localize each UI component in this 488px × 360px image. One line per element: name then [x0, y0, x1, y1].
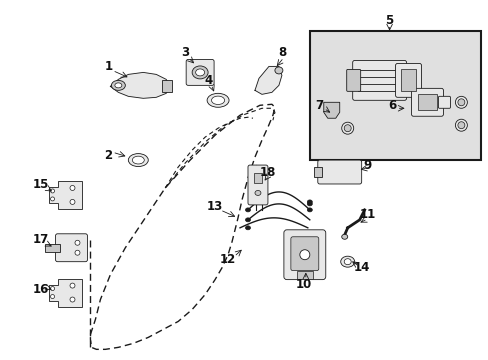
Ellipse shape: [454, 119, 467, 131]
Text: 1: 1: [104, 60, 112, 73]
FancyBboxPatch shape: [352, 60, 406, 100]
Ellipse shape: [192, 66, 208, 79]
FancyBboxPatch shape: [438, 96, 449, 108]
FancyBboxPatch shape: [346, 69, 360, 91]
Ellipse shape: [344, 259, 350, 265]
Text: 15: 15: [32, 179, 49, 192]
Ellipse shape: [50, 197, 55, 201]
FancyBboxPatch shape: [284, 230, 325, 280]
Text: 3: 3: [181, 46, 189, 59]
Bar: [296, 271, 312, 279]
FancyBboxPatch shape: [317, 160, 361, 184]
Text: 12: 12: [220, 253, 236, 266]
Text: 14: 14: [353, 261, 369, 274]
Text: 18: 18: [259, 166, 276, 179]
Ellipse shape: [245, 226, 250, 230]
FancyBboxPatch shape: [247, 165, 267, 205]
Polygon shape: [48, 181, 82, 209]
Polygon shape: [110, 72, 170, 98]
Ellipse shape: [457, 99, 464, 106]
Ellipse shape: [75, 250, 80, 255]
Ellipse shape: [306, 202, 312, 206]
Text: 17: 17: [32, 233, 49, 246]
Ellipse shape: [211, 96, 224, 104]
Ellipse shape: [70, 297, 75, 302]
Text: 13: 13: [206, 201, 223, 213]
Text: 2: 2: [104, 149, 112, 162]
Ellipse shape: [306, 208, 312, 212]
Polygon shape: [323, 102, 339, 118]
Ellipse shape: [274, 67, 283, 74]
Ellipse shape: [245, 218, 250, 222]
Ellipse shape: [70, 185, 75, 190]
Ellipse shape: [128, 154, 148, 167]
Ellipse shape: [299, 250, 309, 260]
Ellipse shape: [341, 234, 347, 239]
Text: 5: 5: [385, 14, 393, 27]
Bar: [400, 69, 415, 91]
Polygon shape: [48, 279, 82, 306]
Ellipse shape: [340, 256, 354, 267]
FancyBboxPatch shape: [186, 59, 214, 85]
FancyBboxPatch shape: [395, 63, 421, 97]
Ellipse shape: [457, 122, 464, 129]
Ellipse shape: [344, 125, 350, 132]
Ellipse shape: [254, 190, 261, 195]
FancyBboxPatch shape: [290, 237, 318, 271]
FancyBboxPatch shape: [56, 234, 87, 262]
Bar: [44, 244, 60, 252]
Ellipse shape: [70, 199, 75, 204]
Bar: [162, 80, 172, 92]
Ellipse shape: [195, 69, 204, 76]
Bar: [417, 94, 437, 110]
Polygon shape: [254, 67, 281, 94]
Ellipse shape: [207, 93, 228, 107]
Ellipse shape: [306, 200, 312, 204]
Text: 7: 7: [315, 99, 323, 112]
Ellipse shape: [341, 122, 353, 134]
Text: 9: 9: [363, 158, 371, 172]
Ellipse shape: [50, 287, 55, 291]
Ellipse shape: [115, 83, 122, 88]
Bar: [253, 173, 262, 183]
Bar: [309, 31, 480, 160]
Ellipse shape: [111, 80, 125, 90]
Text: 16: 16: [32, 283, 49, 296]
FancyBboxPatch shape: [411, 88, 443, 116]
Ellipse shape: [75, 240, 80, 245]
Text: 10: 10: [295, 278, 311, 291]
Ellipse shape: [245, 208, 250, 212]
Ellipse shape: [50, 294, 55, 298]
Ellipse shape: [454, 96, 467, 108]
Ellipse shape: [132, 156, 144, 164]
Text: 6: 6: [387, 99, 396, 112]
Bar: [313, 167, 321, 177]
Text: 4: 4: [203, 74, 212, 87]
Ellipse shape: [50, 189, 55, 193]
Text: 8: 8: [277, 46, 285, 59]
Ellipse shape: [70, 283, 75, 288]
Text: 11: 11: [359, 208, 375, 221]
